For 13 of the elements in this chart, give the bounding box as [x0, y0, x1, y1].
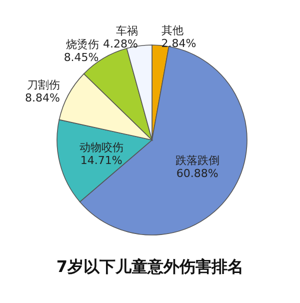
data-label: 4.28% [103, 37, 138, 50]
slice-label: 其他 [161, 24, 184, 37]
slice-label: 车祸 [116, 24, 138, 38]
data-label: 14.71% [80, 154, 122, 167]
slice-label: 烧烫伤 [66, 38, 99, 52]
slice-label: 跌落跌倒 [175, 154, 220, 167]
slice-label: 刀割伤 [26, 78, 60, 92]
text: 7岁以下儿童意外伤害排名 [56, 257, 244, 276]
slice-label: 动物咬伤 [79, 140, 124, 154]
data-label: 60.88% [176, 166, 218, 180]
data-label: 8.84% [25, 92, 60, 105]
data-label: 8.45% [64, 51, 99, 64]
data-label: 2.84% [161, 36, 196, 50]
